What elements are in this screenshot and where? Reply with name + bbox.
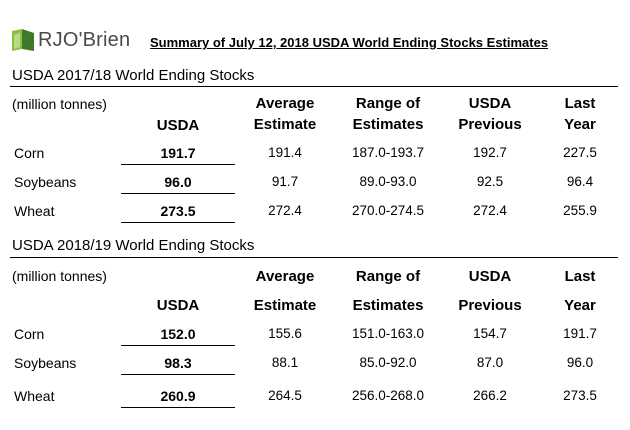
usda-value: 98.3 bbox=[164, 355, 192, 371]
section-divider bbox=[10, 86, 618, 87]
average-value: 155.6 bbox=[268, 326, 302, 341]
page-title: Summary of July 12, 2018 USDA World Endi… bbox=[150, 35, 549, 50]
header-previous-line1: USDA bbox=[468, 95, 512, 112]
header-average-line2: Estimate bbox=[253, 297, 317, 314]
previous-value: 92.5 bbox=[476, 174, 504, 189]
usda-underline bbox=[121, 345, 235, 346]
leaf-icon bbox=[12, 29, 34, 51]
previous-value: 272.4 bbox=[473, 203, 507, 218]
average-value: 264.5 bbox=[268, 388, 302, 403]
usda-underline bbox=[121, 374, 235, 375]
usda-underline bbox=[121, 193, 235, 194]
range-value: 89.0-93.0 bbox=[359, 174, 417, 189]
average-value: 91.7 bbox=[271, 174, 299, 189]
previous-value: 154.7 bbox=[473, 326, 507, 341]
previous-value: 192.7 bbox=[473, 145, 507, 160]
header-range-line1: Range of bbox=[355, 268, 421, 285]
usda-value: 152.0 bbox=[160, 326, 196, 342]
row-label-corn: Corn bbox=[14, 326, 45, 342]
last-year-value: 227.5 bbox=[563, 145, 597, 160]
average-value: 272.4 bbox=[268, 203, 302, 218]
row-label-soybeans: Soybeans bbox=[14, 355, 77, 371]
header-usda: USDA bbox=[156, 297, 200, 314]
range-value: 187.0-193.7 bbox=[351, 145, 425, 160]
usda-value: 96.0 bbox=[164, 174, 192, 190]
range-value: 151.0-163.0 bbox=[351, 326, 425, 341]
header-average-line2: Estimate bbox=[253, 116, 317, 133]
usda-underline bbox=[121, 222, 235, 223]
unit-label: (million tonnes) bbox=[12, 268, 107, 284]
row-label-corn: Corn bbox=[14, 145, 45, 161]
usda-underline bbox=[121, 407, 235, 408]
header-last-line1: Last bbox=[564, 95, 596, 112]
previous-value: 266.2 bbox=[473, 388, 507, 403]
header-average-line1: Average bbox=[255, 95, 315, 112]
range-value: 85.0-92.0 bbox=[359, 355, 417, 370]
header-range-line1: Range of bbox=[355, 95, 421, 112]
last-year-value: 191.7 bbox=[563, 326, 597, 341]
last-year-value: 96.4 bbox=[566, 174, 594, 189]
previous-value: 87.0 bbox=[476, 355, 504, 370]
header-previous-line1: USDA bbox=[468, 268, 512, 285]
usda-value: 273.5 bbox=[160, 203, 196, 219]
usda-value: 260.9 bbox=[160, 388, 196, 404]
section-divider bbox=[10, 257, 618, 258]
header-range-line2: Estimates bbox=[352, 297, 424, 314]
header-range-line2: Estimates bbox=[352, 116, 424, 133]
last-year-value: 273.5 bbox=[563, 388, 597, 403]
rjobrien-logo: RJO'Brien bbox=[10, 26, 130, 54]
section-title-2017-18: USDA 2017/18 World Ending Stocks bbox=[12, 67, 255, 84]
header-last-line2: Year bbox=[564, 116, 596, 133]
average-value: 88.1 bbox=[271, 355, 299, 370]
header-last-line1: Last bbox=[564, 268, 596, 285]
range-value: 256.0-268.0 bbox=[351, 388, 425, 403]
row-label-soybeans: Soybeans bbox=[14, 174, 77, 190]
range-value: 270.0-274.5 bbox=[351, 203, 425, 218]
header-usda: USDA bbox=[156, 117, 200, 134]
logo-text: RJO'Brien bbox=[38, 28, 131, 51]
row-label-wheat: Wheat bbox=[14, 203, 55, 219]
header-previous-line2: Previous bbox=[458, 116, 522, 133]
average-value: 191.4 bbox=[268, 145, 302, 160]
header-previous-line2: Previous bbox=[458, 297, 522, 314]
usda-value: 191.7 bbox=[160, 145, 196, 161]
section-title-2018-19: USDA 2018/19 World Ending Stocks bbox=[12, 237, 255, 254]
last-year-value: 96.0 bbox=[566, 355, 594, 370]
header-last-line2: Year bbox=[564, 297, 596, 314]
last-year-value: 255.9 bbox=[563, 203, 597, 218]
header-average-line1: Average bbox=[255, 268, 315, 285]
unit-label: (million tonnes) bbox=[12, 96, 107, 112]
row-label-wheat: Wheat bbox=[14, 388, 55, 404]
usda-underline bbox=[121, 164, 235, 165]
